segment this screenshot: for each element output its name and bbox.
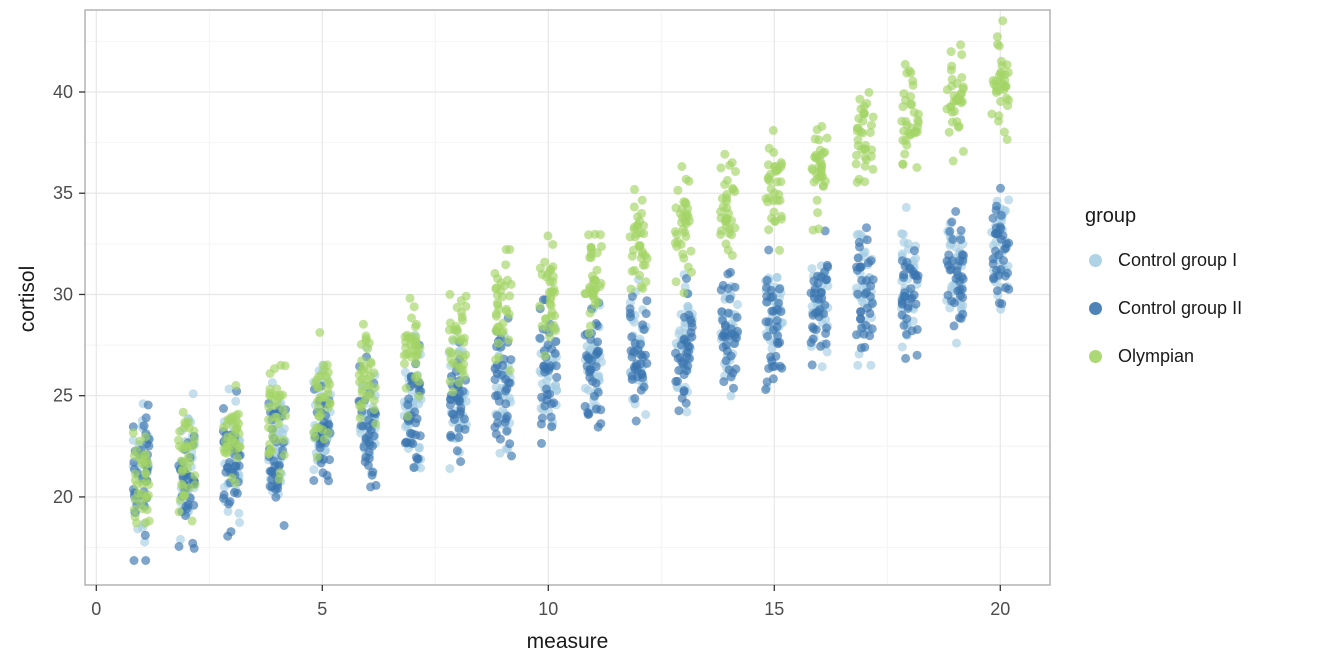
series-control-group-i [128, 195, 1014, 547]
y-tick-label: 25 [53, 386, 73, 406]
y-tick-label: 35 [53, 183, 73, 203]
y-axis-title: cortisol [16, 265, 39, 333]
x-tick-label: 0 [91, 599, 101, 619]
legend: group Control group I Control group II O… [1085, 205, 1335, 394]
x-tick-label: 5 [317, 599, 327, 619]
legend-item-control-group-1: Control group I [1085, 250, 1335, 271]
legend-label-control-group-2: Control group II [1118, 298, 1243, 318]
legend-dot-control-group-1-icon [1089, 254, 1102, 267]
series-control-group-ii [128, 183, 1014, 565]
x-tick-label: 15 [764, 599, 784, 619]
legend-label-olympian: Olympian [1118, 346, 1195, 366]
y-tick-label: 30 [53, 284, 73, 304]
x-tick-label: 20 [990, 599, 1010, 619]
legend-item-control-group-2: Control group II [1085, 298, 1335, 319]
y-tick-label: 20 [53, 487, 73, 507]
legend-label-control-group-1: Control group I [1118, 250, 1238, 270]
legend-item-olympian: Olympian [1085, 346, 1335, 367]
legend-dot-olympian-icon [1089, 350, 1102, 363]
legend-title: group [1085, 205, 1137, 227]
x-axis-title: measure [526, 630, 609, 653]
y-tick-label: 40 [53, 82, 73, 102]
series-olympian [128, 16, 1013, 528]
legend-dot-control-group-2-icon [1089, 302, 1102, 315]
x-tick-label: 10 [538, 599, 558, 619]
